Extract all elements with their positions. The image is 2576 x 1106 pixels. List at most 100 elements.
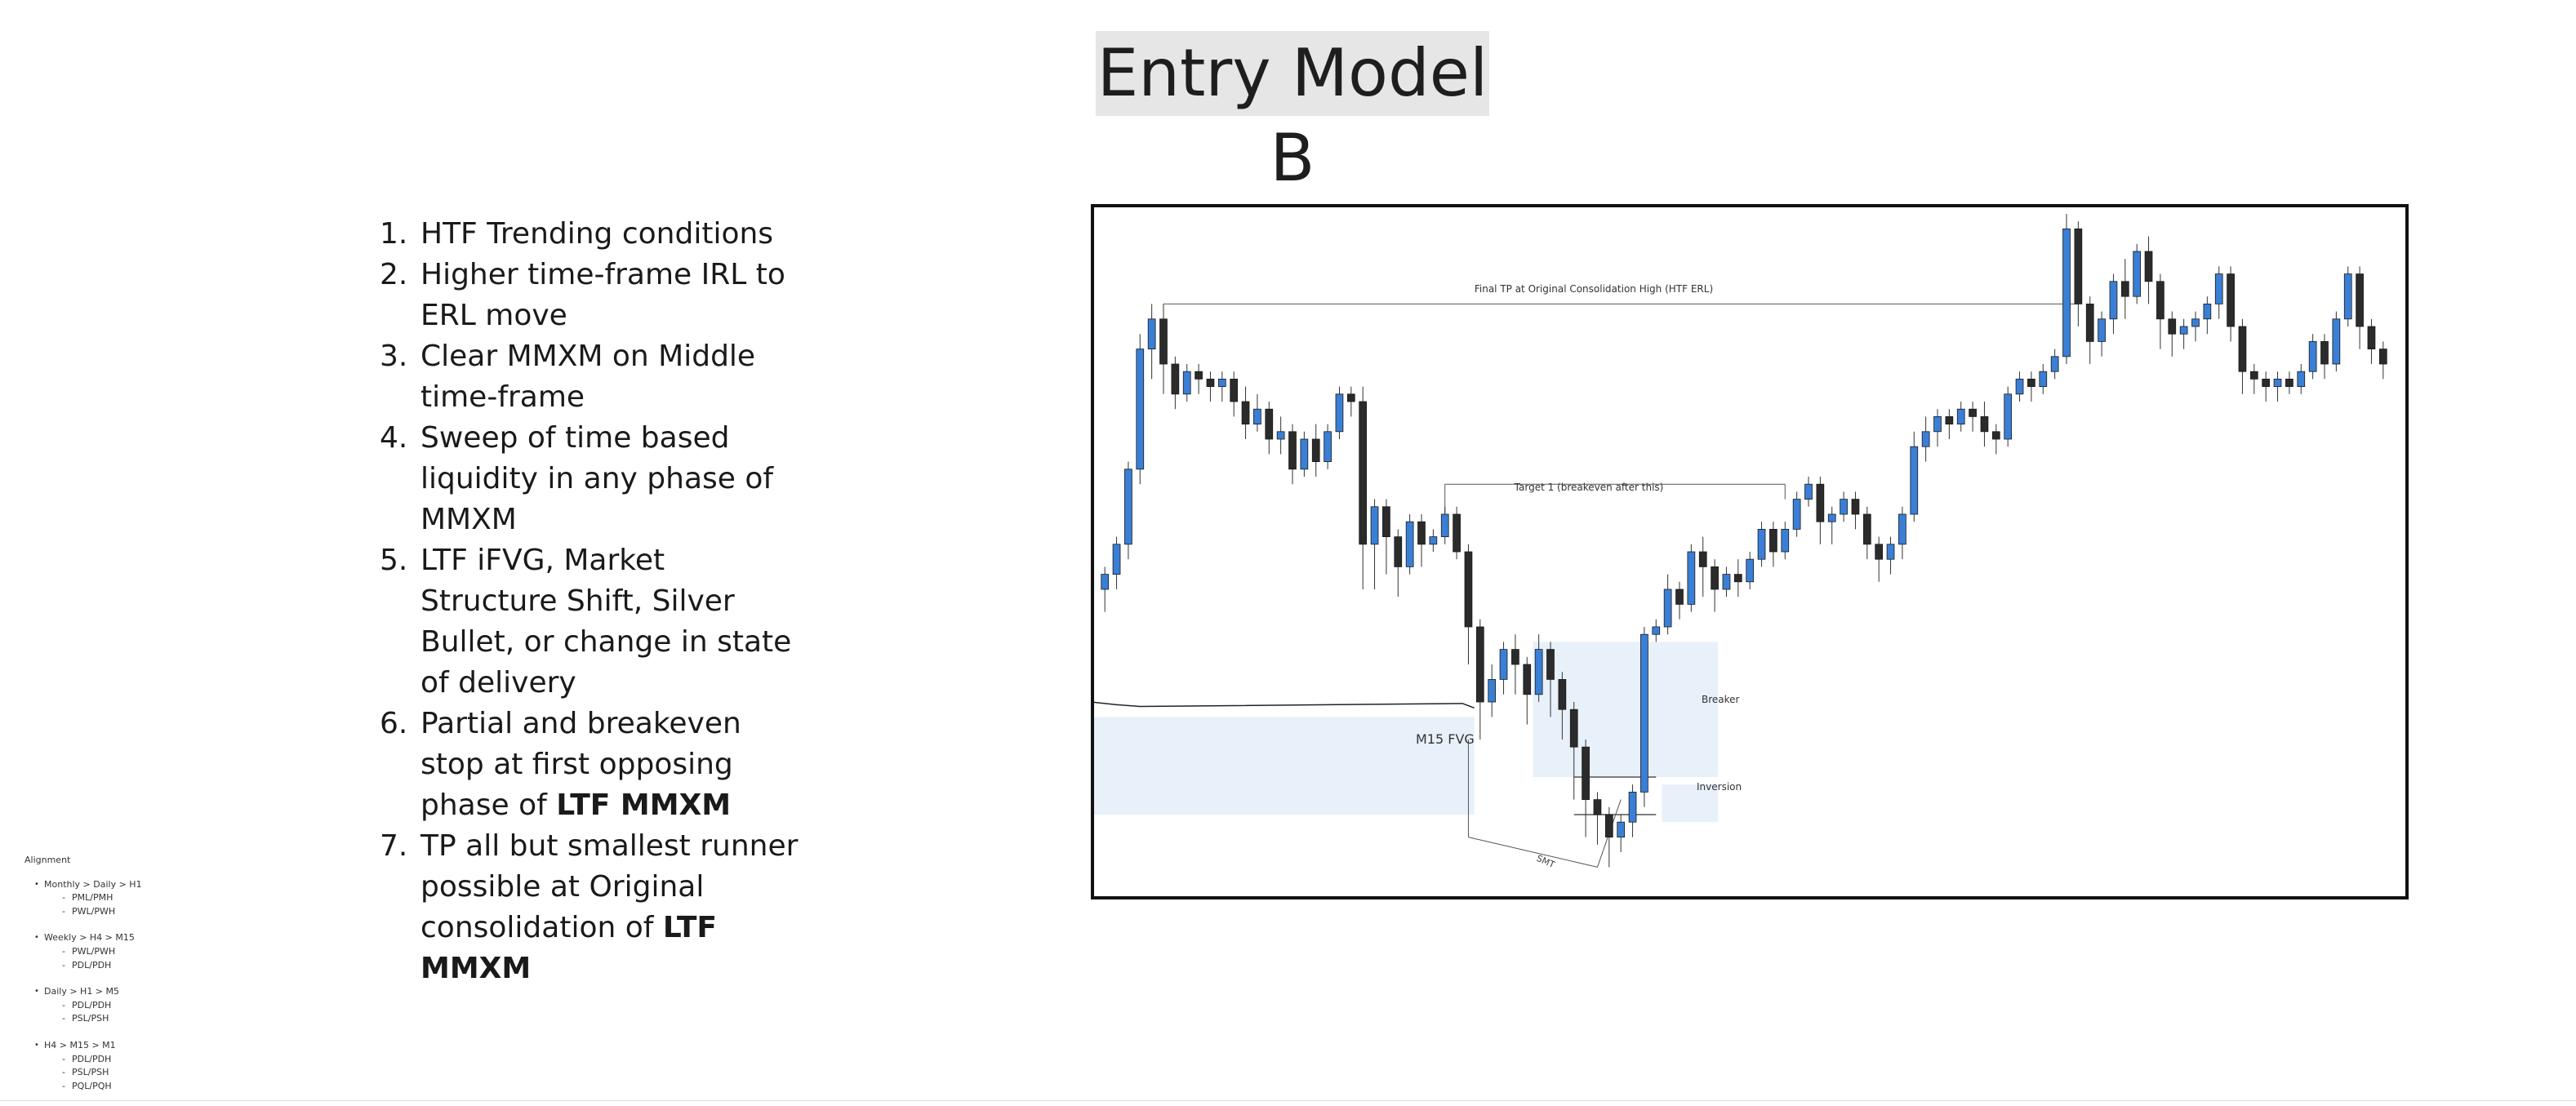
- candle-bull: [2015, 378, 2024, 395]
- candle-bull: [2062, 228, 2071, 358]
- inversion-zone: [1662, 784, 1719, 823]
- candle-bear: [1288, 431, 1297, 470]
- candle-bear: [1159, 318, 1168, 365]
- candle-bull: [1124, 469, 1132, 545]
- candle-bull: [1324, 431, 1332, 462]
- candle-bear: [1675, 589, 1684, 605]
- candle-bear: [2378, 349, 2387, 365]
- candle-bear: [1816, 483, 1825, 522]
- smt-label: SMT: [1535, 853, 1557, 870]
- candle-bull: [1781, 528, 1790, 553]
- candle-bull: [1429, 536, 1438, 545]
- candle-bull: [1628, 792, 1637, 823]
- candle-bull: [2332, 318, 2341, 365]
- alignment-timeframes: H4 > M15 > M1: [24, 1039, 142, 1053]
- candle-bear: [1980, 415, 1989, 433]
- candle-bear: [2367, 326, 2376, 350]
- alignment-level: PWL/PWH: [24, 905, 142, 919]
- candle-bear: [1558, 679, 1567, 710]
- step-item: 7. TP all but smallest runner possible at…: [380, 826, 804, 989]
- candle-bear: [1394, 536, 1403, 567]
- m15-fvg-label: M15 FVG: [1416, 731, 1475, 747]
- candle-bear: [2356, 273, 2364, 327]
- candle-bull: [1300, 438, 1309, 470]
- step-number: 7.: [380, 829, 408, 863]
- candle-bull: [1652, 626, 1661, 635]
- canvas-edge: [0, 1100, 2576, 1101]
- step-number: 6.: [380, 707, 408, 740]
- entry-steps-list: 1. HTF Trending conditions 2. Higher time-f…: [380, 214, 804, 989]
- step-emphasis: LTF MMXM: [420, 911, 718, 985]
- final-tp-label: Final TP at Original Consolidation High …: [1475, 283, 1713, 295]
- alignment-group: H4 > M15 > M1PDL/PDHPSL/PSHPQL/PQH: [24, 1039, 142, 1093]
- candle-bull: [1112, 544, 1121, 575]
- alignment-group: Daily > H1 > M5PDL/PDHPSL/PSH: [24, 985, 142, 1026]
- alignment-timeframes: Weekly > H4 > M15: [24, 931, 142, 945]
- candle-bear: [2249, 371, 2258, 380]
- candle-bear: [1546, 649, 1555, 680]
- candle-bull: [1253, 408, 1261, 424]
- candle-bull: [1910, 446, 1919, 515]
- candle-bull: [1101, 574, 1110, 590]
- alignment-level: PQL/PQH: [24, 1080, 142, 1094]
- candle-bear: [1593, 799, 1602, 815]
- candle-bull: [1136, 349, 1145, 470]
- alignment-level: PDL/PDH: [24, 959, 142, 973]
- candle-bear: [2168, 318, 2177, 335]
- candle-bear: [1523, 664, 1532, 695]
- candle-bull: [2308, 340, 2317, 372]
- candle-bull: [2214, 273, 2223, 304]
- candle-bull: [1499, 649, 1508, 680]
- candle-bear: [1711, 566, 1719, 590]
- step-text: TP all but smallest runner possible at O…: [420, 829, 799, 944]
- candle-bear: [1969, 408, 1977, 417]
- candle-bear: [1698, 551, 1707, 567]
- step-item: 2. Higher time-frame IRL to ERL move: [380, 255, 804, 336]
- step-number: 1.: [380, 217, 408, 251]
- candle-bull: [1746, 558, 1755, 583]
- candle-bear: [1604, 814, 1613, 838]
- candle-bull: [1335, 393, 1344, 433]
- candle-bear: [1311, 438, 1320, 463]
- alignment-level: PDL/PDH: [24, 999, 142, 1013]
- candle-bull: [2050, 356, 2059, 372]
- alignment-level: PSL/PSH: [24, 1012, 142, 1026]
- candle-bear: [2227, 273, 2235, 327]
- candle-bull: [2191, 318, 2200, 327]
- candle-bull: [1687, 551, 1696, 605]
- candle-bear: [1206, 378, 1215, 387]
- candle-bull: [1827, 513, 1836, 522]
- candle-bull: [1663, 589, 1672, 628]
- alignment-level: PDL/PDH: [24, 1053, 142, 1067]
- candle-bull: [1840, 499, 1848, 515]
- candle-bull: [2343, 273, 2352, 320]
- candle-bull: [1440, 513, 1449, 538]
- candle-bear: [2144, 251, 2153, 282]
- step-item: 1. HTF Trending conditions: [380, 214, 804, 255]
- candle-bear: [2074, 228, 2083, 304]
- candle-bear: [1453, 513, 1461, 553]
- candle-bull: [2203, 304, 2212, 320]
- candle-bull: [1757, 528, 1766, 560]
- candle-bull: [1617, 821, 1626, 838]
- candle-bear: [1417, 521, 1426, 545]
- candle-bear: [2120, 281, 2129, 297]
- candle-bull: [1921, 431, 1930, 447]
- candle-bear: [1359, 401, 1368, 545]
- alignment-group: Weekly > H4 > M15PWL/PWHPDL/PDH: [24, 931, 142, 972]
- candle-bull: [1804, 483, 1813, 500]
- candle-bear: [2262, 378, 2271, 387]
- candle-bear: [1475, 626, 1484, 703]
- candle-bull: [1182, 371, 1191, 395]
- candle-bull: [1956, 408, 1965, 424]
- candle-bear: [1945, 415, 1954, 424]
- smt-line: [1468, 837, 1598, 868]
- step-text: LTF iFVG, Market Structure Shift, Silver…: [420, 544, 792, 700]
- step-text: Sweep of time based liquidity in any pha…: [420, 421, 774, 536]
- step-item: 5. LTF iFVG, Market Structure Shift, Silv…: [380, 540, 804, 704]
- chart-frame: [1091, 204, 2409, 899]
- candle-bull: [2179, 326, 2188, 335]
- page-title: Entry Model B: [1096, 31, 1489, 196]
- step-text: Clear MMXM on Middle time-frame: [420, 340, 756, 414]
- candle-bear: [1769, 528, 1777, 553]
